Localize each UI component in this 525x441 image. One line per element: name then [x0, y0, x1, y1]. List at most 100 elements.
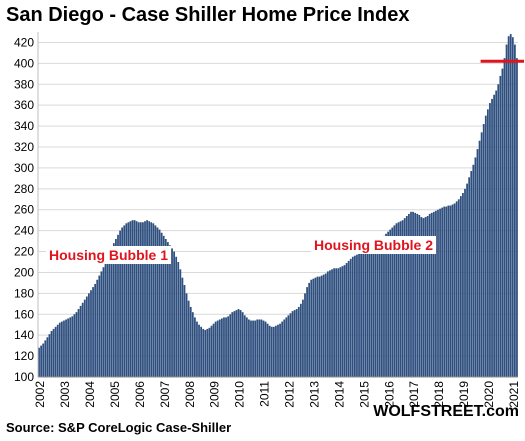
bar — [131, 220, 134, 377]
y-tick-label: 320 — [14, 140, 34, 154]
bar — [401, 220, 404, 377]
bar — [202, 328, 205, 377]
bar — [410, 211, 412, 377]
bar — [270, 326, 273, 377]
y-tick-label: 180 — [14, 286, 34, 300]
bar — [173, 251, 175, 377]
bar — [112, 243, 115, 377]
y-tick-label: 240 — [14, 224, 34, 238]
bar — [250, 320, 252, 377]
bar — [158, 229, 161, 377]
bar — [397, 222, 400, 377]
bar — [275, 325, 277, 377]
bar — [272, 326, 275, 377]
bar — [212, 323, 215, 377]
bar — [493, 94, 495, 378]
bar — [476, 149, 479, 377]
bar — [335, 268, 338, 377]
bar — [408, 213, 410, 377]
bar — [416, 213, 419, 377]
bar — [100, 271, 103, 377]
bar — [52, 328, 55, 377]
bar — [405, 216, 408, 377]
annotation-housing-bubble-1: Housing Bubble 1 — [46, 246, 171, 264]
bar — [150, 222, 153, 377]
bar — [495, 90, 498, 377]
bar — [185, 293, 188, 377]
bar — [162, 235, 165, 377]
bar — [193, 317, 196, 377]
bar — [322, 274, 325, 377]
bar — [351, 256, 354, 377]
bar — [146, 220, 148, 377]
bar — [507, 36, 510, 377]
bar — [511, 37, 514, 378]
bar — [204, 329, 207, 377]
bar — [144, 221, 146, 377]
bar — [44, 340, 47, 377]
bar — [245, 317, 248, 377]
y-tick-label: 300 — [14, 161, 34, 175]
bar — [102, 267, 105, 377]
bar — [65, 319, 67, 377]
bar — [210, 325, 213, 377]
bar — [457, 199, 460, 377]
bar — [133, 220, 136, 377]
bar — [324, 273, 327, 377]
x-tick-label: 2007 — [158, 381, 172, 408]
bar — [189, 306, 192, 377]
bar — [304, 293, 306, 377]
bar — [430, 212, 433, 377]
bar — [231, 312, 234, 377]
bar — [54, 326, 57, 377]
bar — [432, 211, 435, 377]
bar — [449, 205, 452, 377]
bar — [422, 218, 425, 377]
bar — [470, 171, 473, 377]
y-tick-label: 400 — [14, 56, 34, 70]
bar — [445, 206, 448, 377]
bar — [374, 244, 377, 377]
bar — [121, 227, 124, 377]
bar — [453, 203, 456, 377]
bar — [333, 268, 335, 377]
bar — [353, 255, 356, 377]
gridlines — [38, 41, 518, 378]
bar — [83, 299, 86, 377]
bar — [472, 164, 475, 377]
bar — [499, 75, 502, 377]
bar — [181, 277, 184, 377]
bar — [381, 237, 383, 377]
bar — [341, 266, 344, 377]
bar — [90, 290, 92, 377]
bar — [293, 310, 296, 377]
bar — [148, 221, 151, 377]
bar — [339, 267, 342, 377]
bar — [316, 276, 319, 377]
bar — [387, 231, 390, 377]
bar — [48, 334, 51, 377]
bar — [360, 252, 363, 377]
y-tick-label: 380 — [14, 77, 34, 91]
x-tick-label: 2012 — [283, 381, 297, 408]
y-tick-label: 420 — [14, 35, 34, 49]
bar — [287, 315, 290, 377]
x-tick-label: 2004 — [83, 381, 97, 408]
bar — [160, 232, 163, 377]
bar — [175, 256, 178, 377]
bar — [509, 34, 512, 377]
x-tick-label: 2021 — [507, 381, 521, 408]
bar — [435, 210, 437, 377]
bar — [399, 221, 402, 377]
bar — [474, 157, 477, 377]
bar — [337, 268, 340, 377]
bar — [466, 183, 468, 377]
bar — [299, 303, 302, 377]
bar — [154, 225, 157, 377]
bar — [98, 275, 101, 377]
bar — [166, 242, 169, 377]
bar — [312, 278, 315, 377]
brand-watermark: WOLFSTREET.com — [373, 403, 519, 420]
bar — [169, 245, 171, 377]
y-tick-label: 280 — [14, 182, 34, 196]
